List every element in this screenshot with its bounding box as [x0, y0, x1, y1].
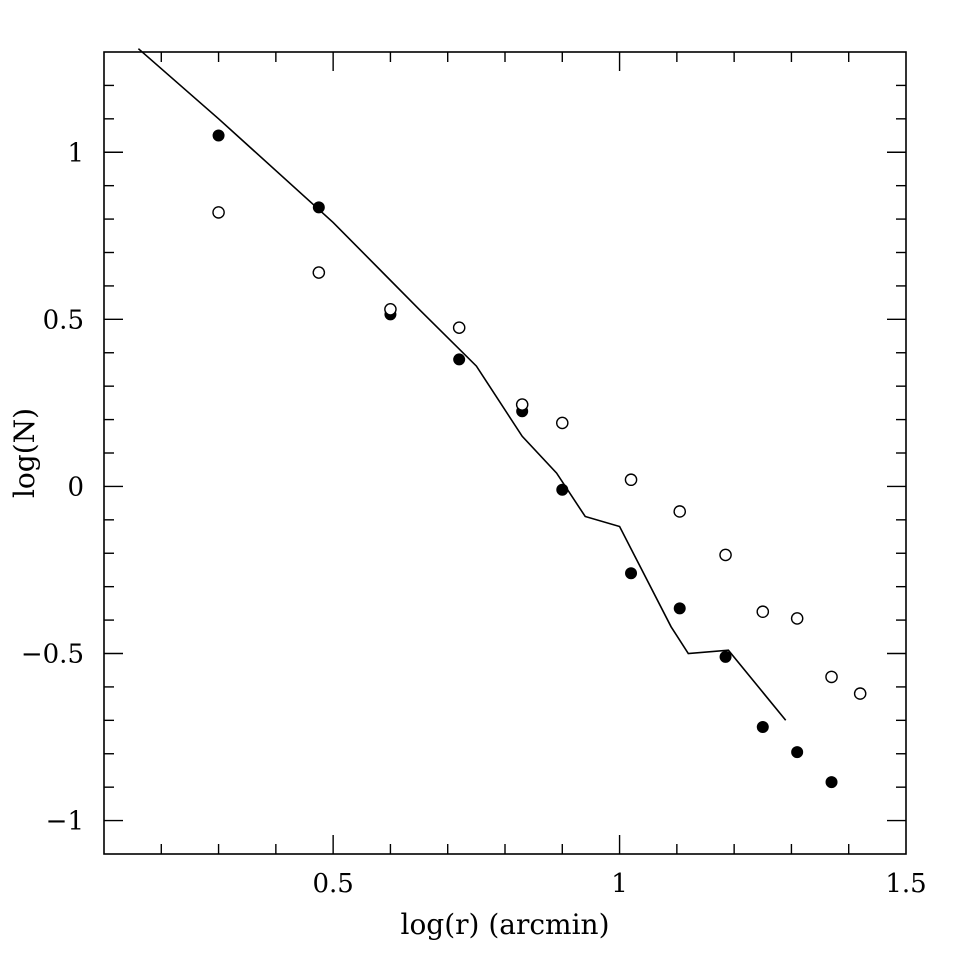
filled-circle-point: [312, 201, 325, 214]
filled-circle-point: [673, 602, 686, 615]
open-circle-point: [756, 605, 770, 619]
open-circle-point: [452, 321, 466, 334]
filled-circle-point: [625, 567, 638, 580]
x-axis-title: log(r) (arcmin): [400, 908, 609, 941]
filled-circle-point: [825, 776, 838, 789]
open-circle-point: [790, 612, 804, 625]
y-axis-title: log(N): [8, 408, 41, 498]
open-circle-point: [673, 505, 687, 518]
ticks-layer: [104, 52, 906, 854]
y-tick-label: −0.5: [21, 640, 84, 670]
y-tick-label: −1: [46, 807, 84, 837]
open-circle-point: [719, 548, 732, 562]
y-tick-label: 0.5: [43, 305, 84, 335]
filled-circle-point: [719, 650, 732, 663]
filled-circle-point: [791, 746, 804, 759]
labels-layer: 0.5 1 1.5 −1 −0.5 0 0.5 1: [21, 138, 927, 899]
filled-circle-point: [556, 483, 569, 496]
y-tick-label: 0: [67, 472, 84, 502]
x-tick-label: 0.5: [312, 869, 353, 899]
filled-circle-point: [212, 129, 225, 142]
open-circle-point: [212, 206, 225, 219]
x-tick-label: 1: [611, 869, 628, 899]
open-circle-point: [312, 266, 326, 279]
filled-circle-point: [453, 353, 466, 366]
y-tick-label: 1: [67, 138, 84, 168]
open-circle-point: [515, 398, 529, 411]
filled-circle-point: [756, 721, 769, 734]
open-circle-point: [384, 303, 397, 316]
x-tick-label: 1.5: [885, 869, 926, 899]
open-circle-point: [624, 473, 638, 487]
open-circle-point: [825, 670, 838, 684]
open-circle-point: [853, 687, 867, 700]
model-line: [137, 48, 787, 721]
series-layer: [137, 48, 867, 789]
open-circle-point: [555, 416, 569, 430]
plot-frame: [103, 51, 907, 855]
